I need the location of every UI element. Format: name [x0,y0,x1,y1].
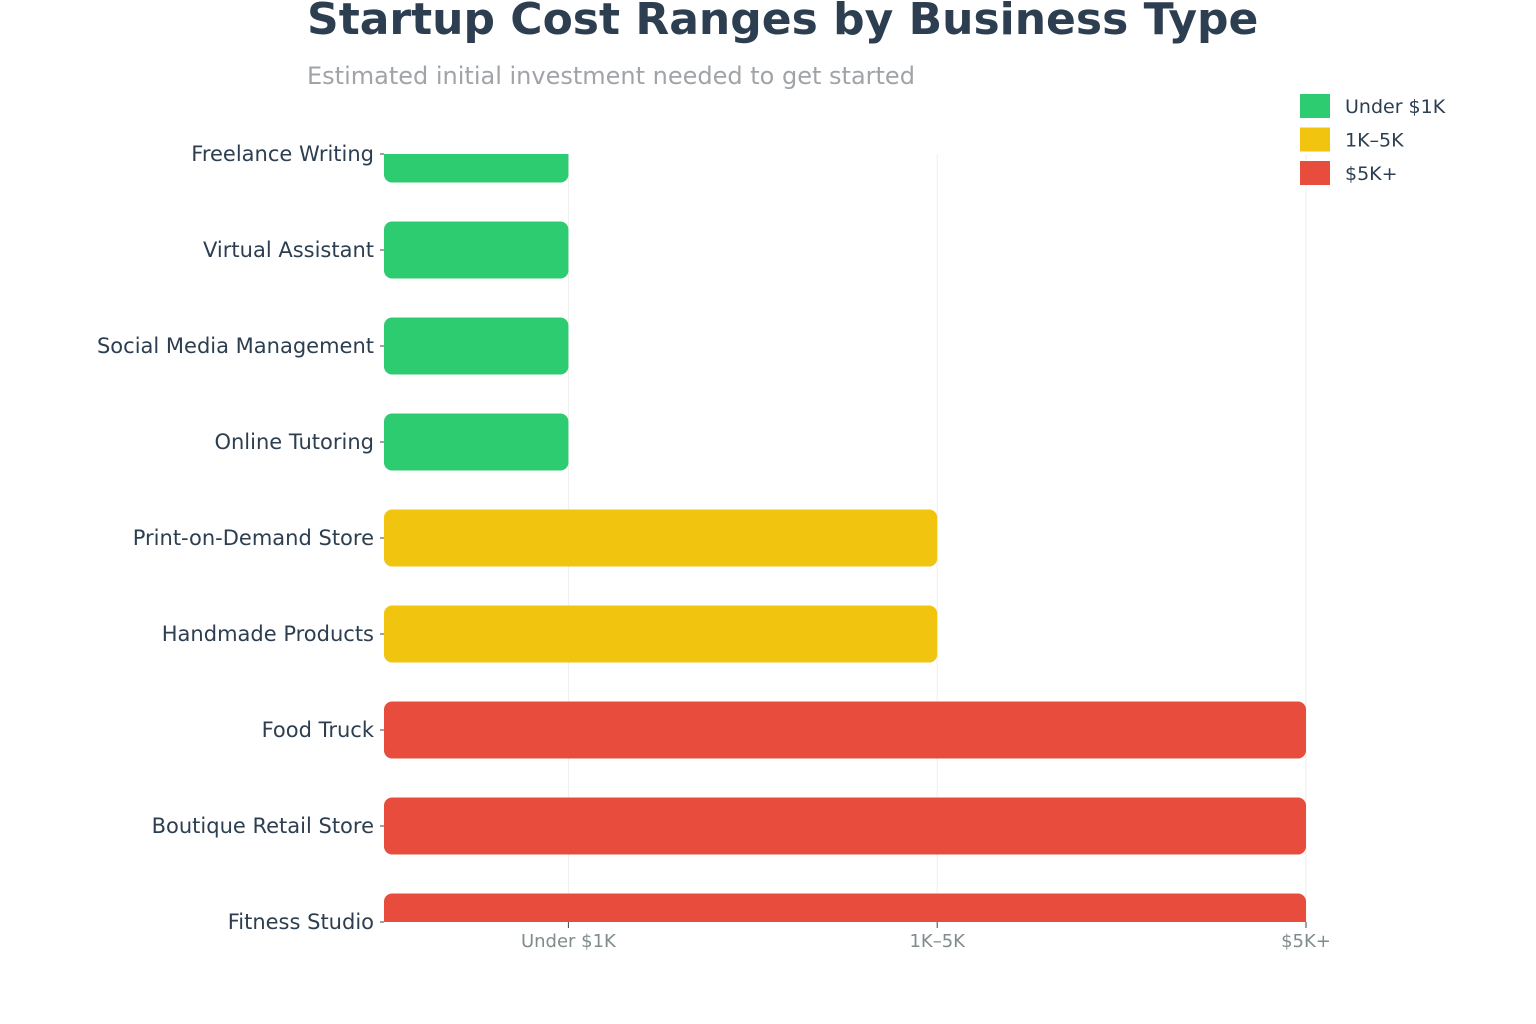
bar [384,893,1306,922]
bar [384,509,938,567]
category-label: Handmade Products [162,622,374,646]
bar [384,701,1306,759]
axis-layer: Under $1K 1K–5K $5K+ Freelance Writing Virtu… [97,142,1331,952]
legend-swatch [1300,127,1330,152]
chart-subtitle: Estimated initial investment needed to g… [307,62,915,90]
legend-label: 1K–5K [1345,130,1404,152]
bar [384,413,569,471]
bars-layer [384,154,1306,922]
legend: Under $1K 1K–5K $5K+ [1300,94,1446,185]
bar [384,154,569,183]
bar [384,605,938,663]
category-label: Social Media Management [97,334,374,358]
legend-label: Under $1K [1345,96,1446,118]
category-label: Boutique Retail Store [152,814,374,838]
category-label: Print-on-Demand Store [133,526,374,550]
bar [384,317,569,375]
x-tick-label: 1K–5K [909,931,966,952]
legend-swatch [1300,94,1330,118]
x-tick-label: Under $1K [521,931,617,952]
category-label: Online Tutoring [214,430,374,454]
category-label: Food Truck [262,718,375,742]
category-label: Virtual Assistant [203,238,374,262]
category-label: Freelance Writing [191,142,374,166]
chart-title: Startup Cost Ranges by Business Type [307,0,1259,45]
bar [384,221,569,279]
category-label: Fitness Studio [228,910,374,934]
legend-swatch [1300,161,1330,185]
bar [384,797,1306,855]
legend-label: $5K+ [1345,163,1398,185]
x-tick-label: $5K+ [1281,931,1331,952]
